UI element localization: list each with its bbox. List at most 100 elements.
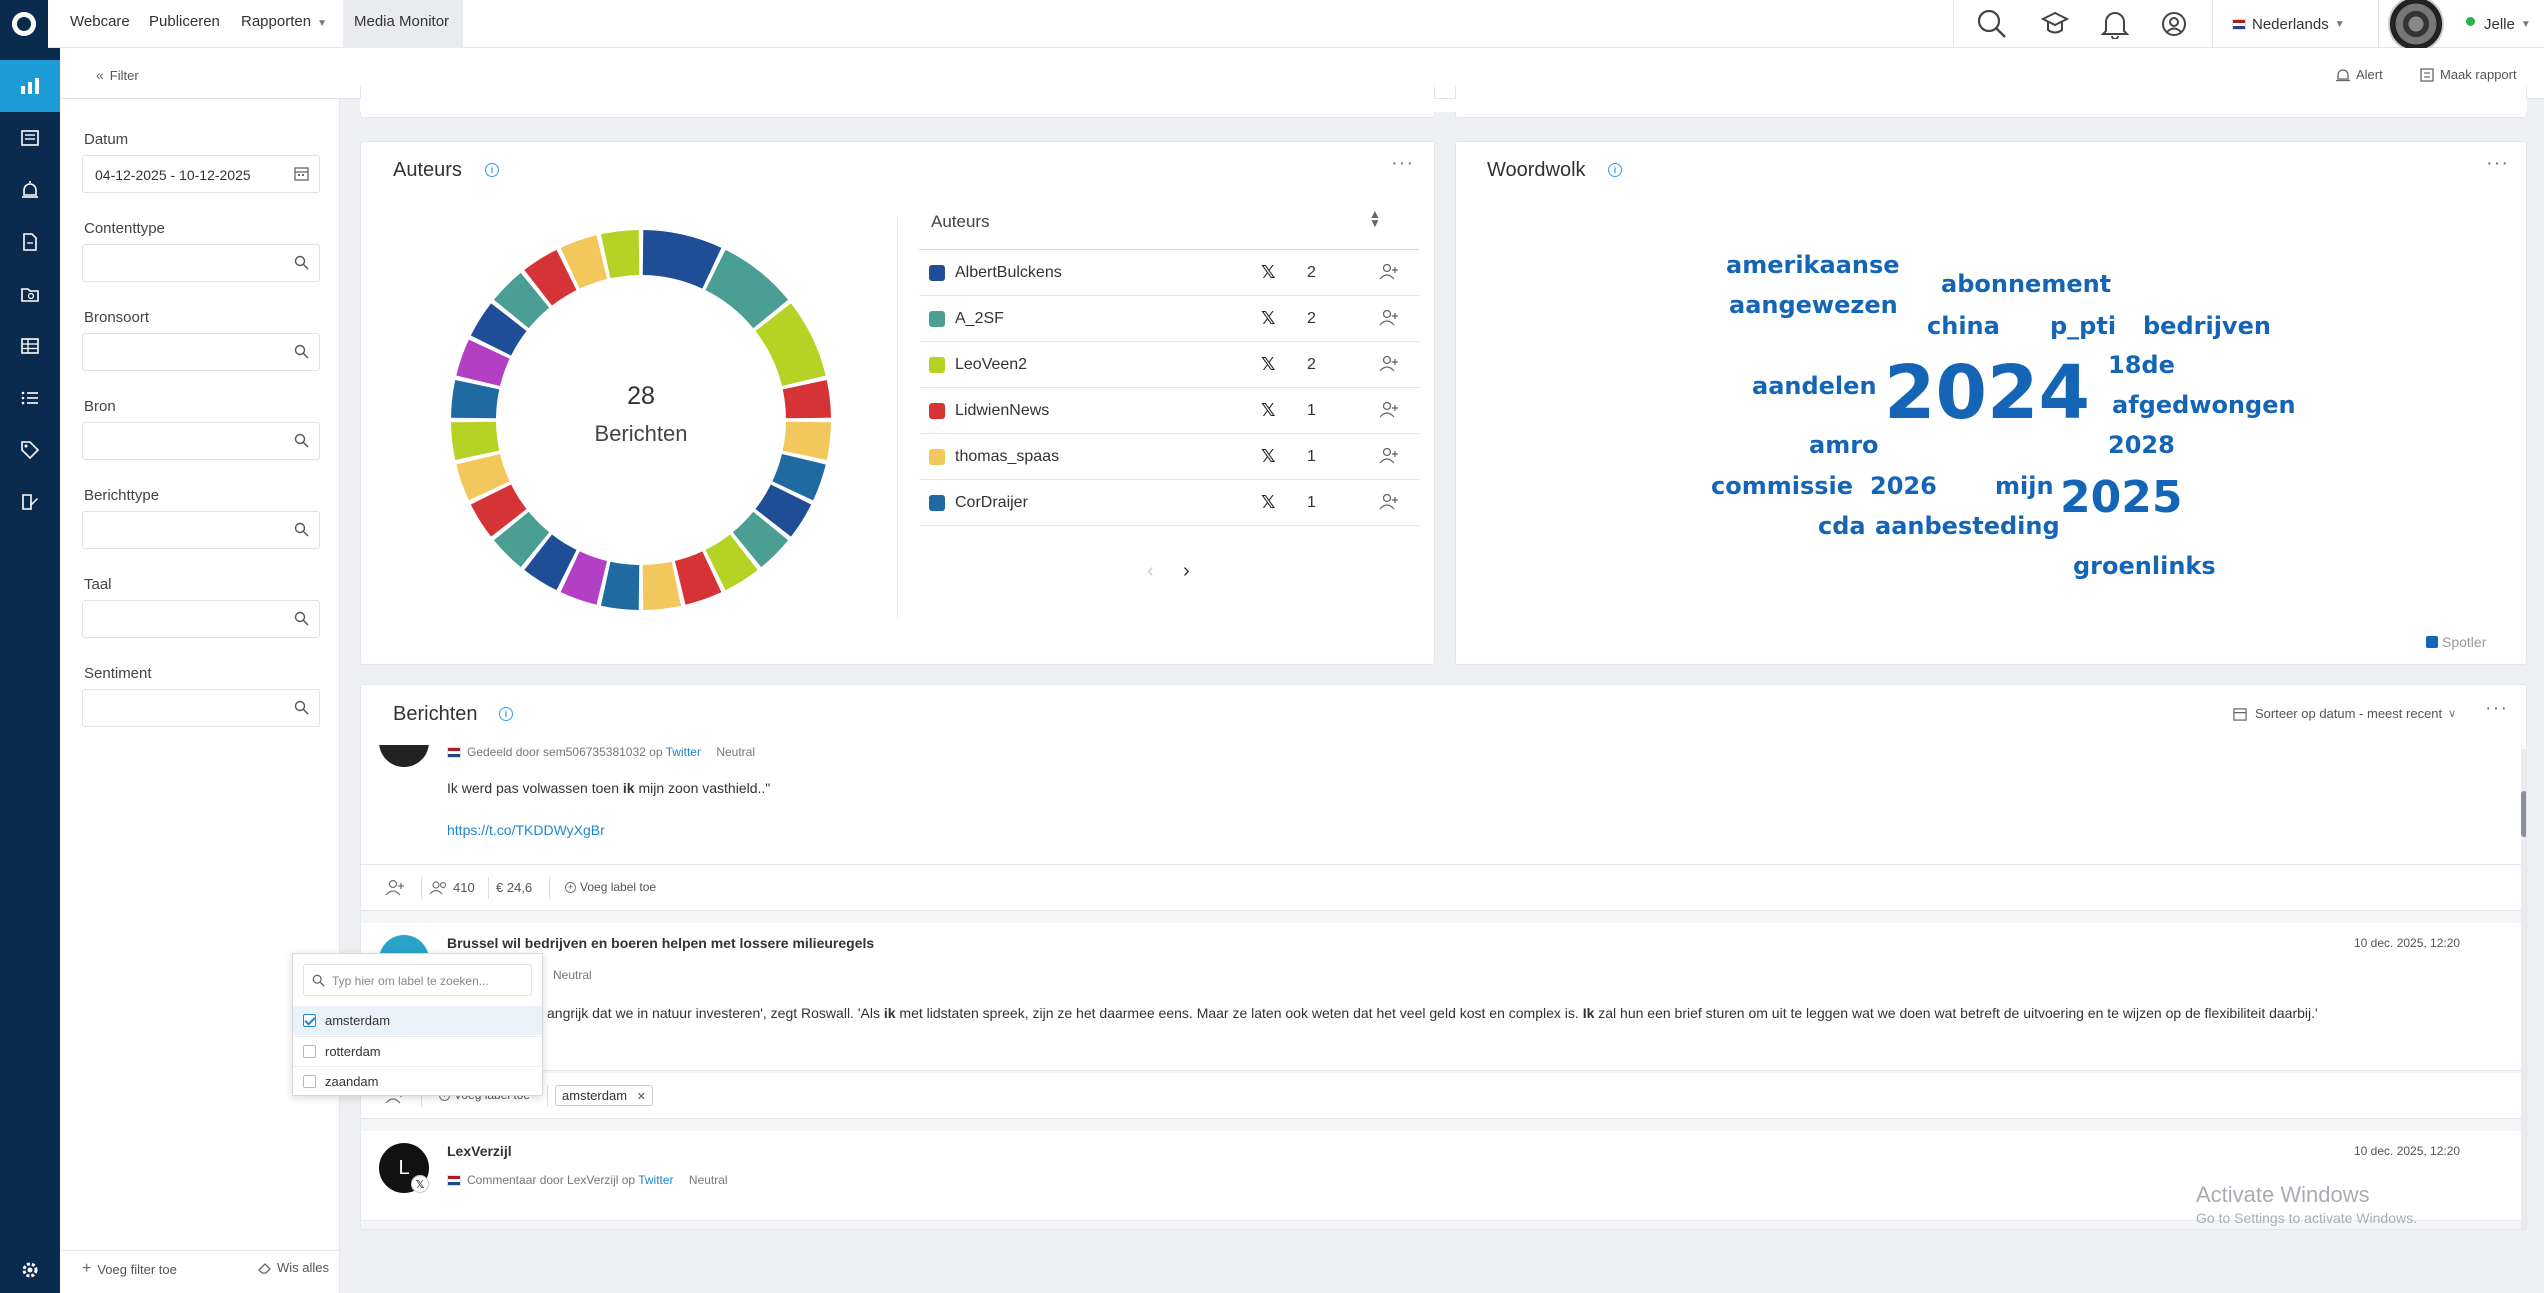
word-cloud-word[interactable]: commissie: [1711, 472, 1854, 500]
list-item[interactable]: L 𝕏 LexVerzijl 10 dec. 2025, 12:20 Comme…: [361, 1131, 2521, 1221]
donut-segment[interactable]: [674, 551, 722, 605]
donut-segment[interactable]: [493, 511, 550, 568]
pagination-prev-icon[interactable]: ‹: [1147, 560, 1154, 582]
donut-segment[interactable]: [705, 249, 789, 329]
word-cloud-word[interactable]: aandelen: [1752, 372, 1877, 400]
checkbox[interactable]: [303, 1075, 316, 1088]
label-option-zaandam[interactable]: zaandam: [293, 1067, 542, 1096]
info-icon[interactable]: i: [485, 163, 499, 177]
donut-segment[interactable]: [600, 561, 640, 610]
academy-icon[interactable]: [2035, 4, 2075, 44]
table-row[interactable]: LeoVeen2 𝕏 2: [919, 342, 1419, 388]
donut-segment[interactable]: [456, 339, 510, 387]
donut-segment[interactable]: [705, 534, 758, 591]
add-person-icon[interactable]: [1379, 309, 1399, 327]
alert-button[interactable]: Alert: [2335, 67, 2383, 82]
word-cloud-word[interactable]: cda: [1818, 512, 1866, 540]
support-icon[interactable]: [2154, 4, 2194, 44]
add-person-icon[interactable]: [385, 879, 405, 897]
word-cloud-word[interactable]: aangewezen: [1729, 291, 1898, 319]
add-person-icon[interactable]: [1379, 447, 1399, 465]
word-cloud-word[interactable]: mijn: [1995, 472, 2054, 500]
donut-segment[interactable]: [642, 561, 682, 610]
word-cloud-word[interactable]: afgedwongen: [2112, 391, 2296, 419]
word-cloud-word[interactable]: p_pti: [2050, 312, 2117, 340]
word-cloud-word[interactable]: bedrijven: [2143, 312, 2271, 340]
add-filter-button[interactable]: + Voeg filter toe: [82, 1260, 177, 1278]
checkbox[interactable]: [303, 1045, 316, 1058]
word-cloud-word[interactable]: amerikaanse: [1726, 251, 1900, 279]
sort-dropdown[interactable]: Sorteer op datum - meest recent ∨: [2233, 706, 2456, 721]
donut-segment[interactable]: [524, 249, 577, 306]
donut-segment[interactable]: [560, 551, 608, 605]
word-cloud-word[interactable]: 2026: [1870, 472, 1937, 500]
table-row[interactable]: AlbertBulckens 𝕏 2: [919, 250, 1419, 296]
table-row[interactable]: CorDraijer 𝕏 1: [919, 480, 1419, 526]
donut-segment[interactable]: [451, 379, 500, 419]
donut-segment[interactable]: [732, 511, 789, 568]
taal-input[interactable]: [82, 600, 320, 638]
sentiment-input[interactable]: [82, 689, 320, 727]
add-person-icon[interactable]: [1379, 493, 1399, 511]
add-person-icon[interactable]: [1379, 355, 1399, 373]
filter-toggle-button[interactable]: « Filter: [96, 67, 139, 83]
table-row[interactable]: A_2SF 𝕏 2: [919, 296, 1419, 342]
label-search-input[interactable]: Typ hier om label te zoeken...: [303, 964, 532, 996]
clear-all-button[interactable]: Wis alles: [258, 1260, 329, 1275]
list-item[interactable]: Brussel wil bedrijven en boeren helpen m…: [361, 923, 2521, 1071]
date-range-input[interactable]: 04-12-2025 - 10-12-2025: [82, 155, 320, 193]
word-cloud-word[interactable]: 18de: [2108, 351, 2175, 379]
nav-publiceren[interactable]: Publiceren: [138, 0, 231, 48]
donut-segment[interactable]: [755, 303, 826, 387]
donut-segment[interactable]: [470, 484, 527, 537]
page-scrollbar[interactable]: [2526, 99, 2544, 1293]
message-title[interactable]: Brussel wil bedrijven en boeren helpen m…: [447, 935, 875, 951]
donut-segment[interactable]: [470, 303, 527, 356]
rail-tag-icon[interactable]: [0, 424, 60, 476]
word-cloud-word[interactable]: 2024: [1884, 350, 2090, 436]
sort-icon[interactable]: ▲ ▼: [1369, 207, 1381, 230]
label-chip[interactable]: amsterdam ✕: [555, 1085, 653, 1106]
user-menu[interactable]: Jelle ▼: [2484, 0, 2531, 48]
table-row[interactable]: LidwienNews 𝕏 1: [919, 388, 1419, 434]
remove-label-icon[interactable]: ✕: [636, 1091, 646, 1103]
nav-webcare[interactable]: Webcare: [59, 0, 141, 48]
list-item[interactable]: Gedeeld door sem506735381032 op Twitter …: [361, 745, 2521, 865]
card-menu-dots-icon[interactable]: ···: [2486, 152, 2509, 174]
message-author[interactable]: LexVerzijl: [447, 1143, 512, 1159]
donut-segment[interactable]: [782, 379, 831, 419]
language-selector[interactable]: Nederlands ▼: [2232, 0, 2345, 48]
word-cloud-word[interactable]: china: [1927, 312, 2000, 340]
rail-alert-icon[interactable]: [0, 164, 60, 216]
add-person-icon[interactable]: [1379, 263, 1399, 281]
rail-edit-icon[interactable]: [0, 476, 60, 528]
donut-segment[interactable]: [560, 235, 608, 289]
pagination-next-icon[interactable]: ›: [1183, 560, 1190, 582]
rail-dashboard-icon[interactable]: [0, 60, 60, 112]
add-label-button[interactable]: + Voeg label toe: [565, 880, 656, 894]
rail-inbox-icon[interactable]: [0, 112, 60, 164]
card-menu-dots-icon[interactable]: ···: [1391, 152, 1414, 174]
donut-segment[interactable]: [493, 272, 550, 329]
search-icon[interactable]: [1972, 4, 2012, 44]
donut-segment[interactable]: [451, 421, 500, 461]
donut-segment[interactable]: [600, 230, 640, 279]
info-icon[interactable]: i: [499, 707, 513, 721]
bell-icon[interactable]: [2095, 4, 2135, 44]
checkbox-checked[interactable]: [303, 1014, 316, 1027]
donut-segment[interactable]: [772, 453, 826, 501]
word-cloud-word[interactable]: amro: [1809, 431, 1879, 459]
contenttype-input[interactable]: [82, 244, 320, 282]
word-cloud-word[interactable]: groenlinks: [2073, 552, 2216, 580]
bronsoort-input[interactable]: [82, 333, 320, 371]
word-cloud-word[interactable]: aanbesteding: [1875, 512, 2060, 540]
platform-link[interactable]: Twitter: [638, 1173, 674, 1187]
rail-document-icon[interactable]: [0, 216, 60, 268]
rail-table-icon[interactable]: [0, 320, 60, 372]
donut-segment[interactable]: [642, 230, 722, 289]
platform-link[interactable]: Twitter: [665, 745, 701, 759]
word-cloud-word[interactable]: 2025: [2060, 472, 2183, 523]
donut-segment[interactable]: [782, 421, 831, 461]
app-logo[interactable]: [0, 0, 48, 48]
nav-media-monitor[interactable]: Media Monitor: [343, 0, 463, 48]
